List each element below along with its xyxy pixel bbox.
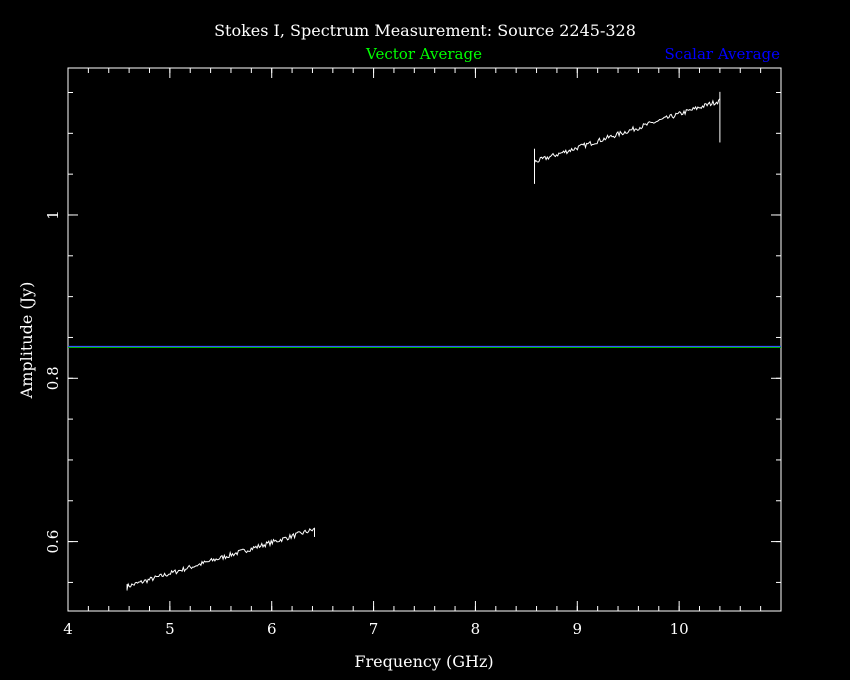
x-tick-label: 10 [670,620,689,638]
x-tick-label: 6 [267,620,277,638]
y-axis-label: Amplitude (Jy) [17,282,36,400]
x-tick-label: 9 [573,620,583,638]
y-tick-label: 0.8 [44,366,62,390]
x-axis-label: Frequency (GHz) [354,652,493,671]
spectrum-line [534,98,721,163]
chart-title: Stokes I, Spectrum Measurement: Source 2… [214,21,636,40]
x-tick-label: 8 [471,620,481,638]
x-tick-label: 4 [63,620,73,638]
y-tick-label: 0.6 [44,530,62,554]
x-tick-label: 5 [165,620,175,638]
y-tick-label: 1 [44,210,62,220]
plot-frame [67,67,782,612]
legend-vector-average: Vector Average [365,45,482,63]
x-tick-label: 7 [369,620,379,638]
average-lines [68,345,781,348]
tick-labels: 4 5 6 7 8 9 10 0.6 0.8 1 [44,210,689,638]
axis-ticks [67,68,782,611]
data-series [126,91,721,591]
legend-scalar-average: Scalar Average [665,45,781,63]
spectrum-line [126,527,315,590]
